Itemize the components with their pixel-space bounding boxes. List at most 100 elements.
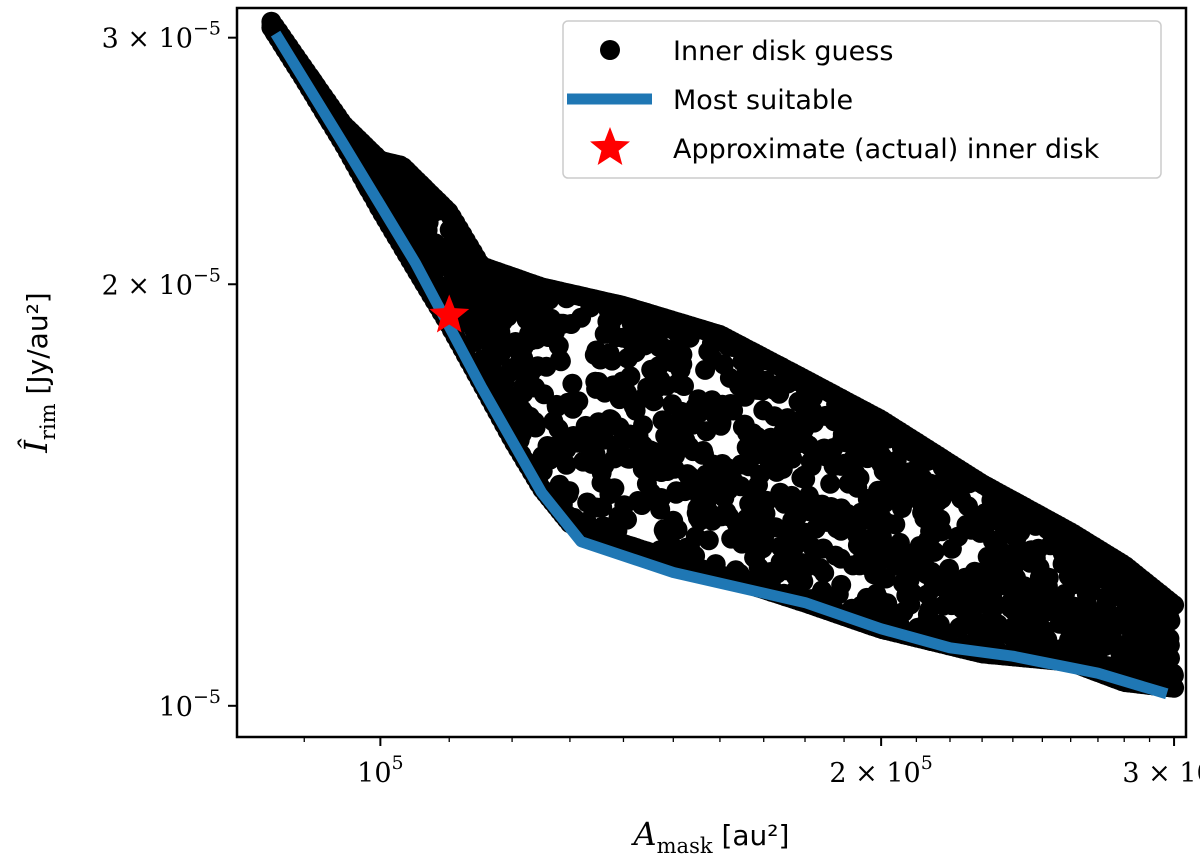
scatter-point xyxy=(800,451,821,472)
scatter-point xyxy=(666,483,687,504)
scatter-point xyxy=(889,532,910,553)
scatter-point xyxy=(814,438,835,459)
scatter-point xyxy=(588,372,609,392)
scatter-point xyxy=(649,337,670,357)
scatter-point xyxy=(376,173,397,194)
scatter-point xyxy=(966,619,987,640)
scatter-point xyxy=(644,461,665,482)
scatter-point xyxy=(788,433,808,454)
scatter-point xyxy=(764,435,785,456)
scatter-point xyxy=(739,377,760,398)
scatter-point xyxy=(785,566,806,587)
scatter-point xyxy=(713,354,734,375)
scatter-point xyxy=(739,493,760,514)
y-tick-label: 10−5 xyxy=(159,686,221,723)
scatter-point xyxy=(515,330,536,351)
axes-frame xyxy=(235,6,1188,739)
scatter-point xyxy=(590,349,611,370)
scatter-point xyxy=(1096,587,1117,608)
scatter-point xyxy=(1131,617,1152,638)
scatter-point xyxy=(900,594,921,615)
scatter-point xyxy=(694,444,714,465)
scatter-point xyxy=(672,412,693,433)
scatter-point xyxy=(805,518,826,539)
scatter-point xyxy=(1164,595,1185,616)
scatter-point xyxy=(721,528,742,549)
x-axis-label: Amask [au²] xyxy=(631,815,790,858)
scatter-point xyxy=(1142,637,1163,658)
scatter-point xyxy=(820,473,841,494)
scatter-point xyxy=(654,519,675,540)
scatter-point xyxy=(1040,535,1061,556)
scatter-point xyxy=(772,458,793,479)
scatter-point xyxy=(1060,562,1081,583)
scatter-point xyxy=(824,411,845,432)
x-tick-label: 105 xyxy=(357,752,403,789)
scatter-point xyxy=(563,426,584,446)
scatter-point xyxy=(843,555,863,576)
scatter-point xyxy=(787,530,808,551)
scatter-point xyxy=(917,584,938,605)
scatter-point xyxy=(988,506,1009,527)
y-axis-label: Îrim [Jy/au²] xyxy=(17,292,60,453)
scatter-point xyxy=(812,494,832,515)
scatter-point xyxy=(586,420,607,441)
scatter-point xyxy=(562,373,583,394)
scatter-point xyxy=(989,625,1010,646)
scatter-point xyxy=(664,458,685,479)
legend-marker-star xyxy=(590,127,630,165)
scatter-point xyxy=(573,451,594,472)
scatter-point xyxy=(1037,576,1058,597)
scatter-point xyxy=(662,394,683,415)
scatter-point xyxy=(762,563,782,584)
scatter-point xyxy=(1036,601,1057,622)
scatter-point xyxy=(1018,607,1039,627)
scatter-point xyxy=(559,481,580,502)
scatter-point xyxy=(568,391,589,412)
scatter-point xyxy=(710,415,731,436)
scatter-point xyxy=(963,512,984,533)
scatter-point xyxy=(479,316,500,337)
scatter-point xyxy=(497,306,518,327)
scatter-point xyxy=(612,371,633,392)
scatter-point xyxy=(780,546,801,567)
scatter-point xyxy=(878,513,899,534)
scatter-point xyxy=(679,466,700,486)
scatter-point xyxy=(604,448,625,469)
scatter-point xyxy=(867,565,888,585)
scatter-point xyxy=(1056,597,1077,618)
scatter-point xyxy=(990,541,1011,562)
scatter-point xyxy=(1018,581,1039,602)
scatter-point xyxy=(899,469,920,489)
scatter-point xyxy=(719,506,739,527)
scatter-point xyxy=(577,492,598,513)
scatter-point xyxy=(522,410,543,431)
scatter-point xyxy=(761,376,782,396)
scatter-point xyxy=(856,446,877,467)
scatter-point xyxy=(648,356,669,377)
scatter-point xyxy=(655,426,676,446)
scatter-point xyxy=(669,437,689,458)
scatter-point xyxy=(1144,603,1165,624)
scatter-point xyxy=(795,469,816,489)
scatter-point xyxy=(623,396,644,417)
scatter-point xyxy=(748,475,768,496)
axis-labels: Amask [au²] Îrim [Jy/au²] xyxy=(17,292,789,858)
scatter-point xyxy=(1006,528,1027,549)
scatter-point xyxy=(550,443,571,464)
scatter-point xyxy=(919,599,940,620)
star-marker-actual-inner-disk xyxy=(429,294,470,333)
scatter-point xyxy=(534,384,554,405)
scatter-point xyxy=(732,416,753,437)
legend-label-approximate-inner-disk: Approximate (actual) inner disk xyxy=(673,134,1100,165)
scatter-point xyxy=(823,456,844,477)
scatter-point xyxy=(621,331,642,352)
legend: Inner disk guess Most suitable Approximate… xyxy=(562,20,1162,179)
scatter-point xyxy=(600,409,620,430)
scatter-point xyxy=(410,234,431,255)
scatter-point xyxy=(832,430,853,450)
scatter-point xyxy=(1049,613,1070,634)
scatter-point xyxy=(561,314,582,334)
scatter-point xyxy=(515,358,536,379)
